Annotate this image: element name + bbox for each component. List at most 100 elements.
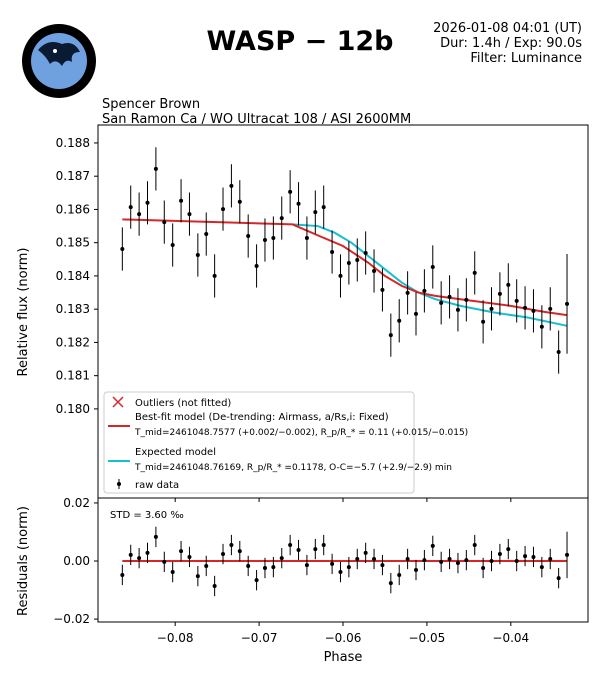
residual-point	[413, 568, 418, 573]
flux-data-point	[388, 333, 393, 338]
flux-data-point	[481, 319, 486, 324]
residual-point	[455, 561, 460, 566]
residual-point	[531, 554, 536, 559]
residual-point	[204, 563, 209, 568]
flux-data-point	[204, 232, 209, 237]
residual-point	[237, 549, 242, 554]
page-title: WASP − 12b	[206, 26, 393, 57]
residual-point	[162, 559, 167, 564]
flux-data-point	[321, 205, 326, 210]
flux-data-point	[221, 207, 226, 212]
flux-data-point	[464, 297, 469, 302]
flux-data-point	[153, 166, 158, 171]
flux-ytick-label: 0.185	[56, 236, 90, 250]
flux-data-point	[447, 294, 452, 299]
flux-data-point	[422, 288, 427, 293]
observation-date: 2026-01-08 04:01 (UT)	[433, 21, 582, 36]
residual-point	[296, 547, 301, 552]
flux-ytick-label: 0.188	[56, 136, 90, 150]
residual-point	[153, 534, 158, 539]
flux-data-point	[304, 236, 309, 241]
flux-data-point	[346, 260, 351, 265]
flux-data-point	[565, 301, 570, 306]
residual-point	[304, 563, 309, 568]
flux-data-point	[137, 212, 142, 217]
raw-data-marker-icon	[117, 479, 121, 489]
flux-data-point	[497, 291, 502, 296]
x-tick-label: −0.08	[157, 631, 194, 645]
flux-data-point	[430, 264, 435, 269]
filter: Filter: Luminance	[470, 51, 582, 66]
residual-point	[254, 578, 259, 583]
flux-ytick-label: 0.187	[56, 169, 90, 183]
legend-outliers: Outliers (not fitted)	[135, 398, 231, 409]
expected-model-line	[292, 223, 568, 327]
residual-point	[355, 556, 360, 561]
residual-point	[229, 543, 234, 548]
flux-data-point	[397, 318, 402, 323]
residual-point	[472, 543, 477, 548]
residual-point	[439, 559, 444, 564]
observer: Spencer Brown	[102, 97, 200, 112]
flux-ylabel: Relative flux (norm)	[16, 248, 31, 377]
residual-ytick-label: 0.02	[63, 496, 90, 510]
residual-point	[221, 552, 226, 557]
flux-data-point	[237, 199, 242, 204]
flux-data-point	[212, 273, 217, 278]
flux-ytick-label: 0.180	[56, 402, 90, 416]
residual-point	[556, 576, 561, 581]
flux-data-point	[229, 183, 234, 188]
flux-data-point	[195, 252, 200, 257]
x-tick-label: −0.06	[325, 631, 362, 645]
residual-point	[120, 572, 125, 577]
residual-point	[388, 581, 393, 586]
flux-data-point	[472, 270, 477, 275]
residual-point	[372, 556, 377, 561]
residual-point	[397, 572, 402, 577]
residual-point	[363, 550, 368, 555]
x-tick-label: −0.04	[492, 631, 529, 645]
residual-point	[565, 552, 570, 557]
bestfit-model-line	[122, 218, 568, 317]
residual-point	[262, 565, 267, 570]
flux-data-point	[296, 201, 301, 206]
flux-data-point	[489, 306, 494, 311]
x-tick-label: −0.05	[409, 631, 446, 645]
flux-data-point	[288, 189, 293, 194]
residual-point	[539, 565, 544, 570]
residual-point	[246, 563, 251, 568]
flux-data-point	[523, 305, 528, 310]
flux-data-point	[246, 234, 251, 239]
residual-ylabel: Residuals (norm)	[16, 506, 31, 616]
flux-data-point	[405, 290, 410, 295]
residual-point	[137, 556, 142, 561]
residual-point	[279, 556, 284, 561]
residual-point	[481, 565, 486, 570]
legend-bestfit-title: Best-fit model (De-trending: Airmass, a/…	[135, 412, 389, 423]
legend-raw-data: raw data	[135, 480, 179, 491]
residual-point	[271, 565, 276, 570]
legend-expected-params: T_mid=2461048.76169, R_p/R_* =0.1178, O-…	[134, 463, 452, 473]
residual-point	[346, 565, 351, 570]
flux-data-point	[372, 268, 377, 273]
flux-data-point	[455, 307, 460, 312]
flux-data-point	[355, 257, 360, 262]
residual-point	[422, 558, 427, 563]
flux-data-point	[187, 212, 192, 217]
flux-ytick-label: 0.186	[56, 202, 90, 216]
residual-point	[405, 556, 410, 561]
residual-point	[330, 561, 335, 566]
duration-exposure: Dur: 1.4h / Exp: 90.0s	[440, 36, 582, 51]
residual-ytick-label: 0.00	[63, 554, 90, 568]
residual-point	[288, 543, 293, 548]
residual-point	[506, 547, 511, 552]
flux-data-point	[514, 298, 519, 303]
x-axis-label: Phase	[324, 650, 363, 665]
flux-data-point	[170, 243, 175, 248]
flux-data-point	[330, 249, 335, 254]
flux-data-point	[162, 220, 167, 225]
flux-data-point	[271, 236, 276, 241]
residual-point	[338, 570, 343, 575]
residual-point	[170, 570, 175, 575]
